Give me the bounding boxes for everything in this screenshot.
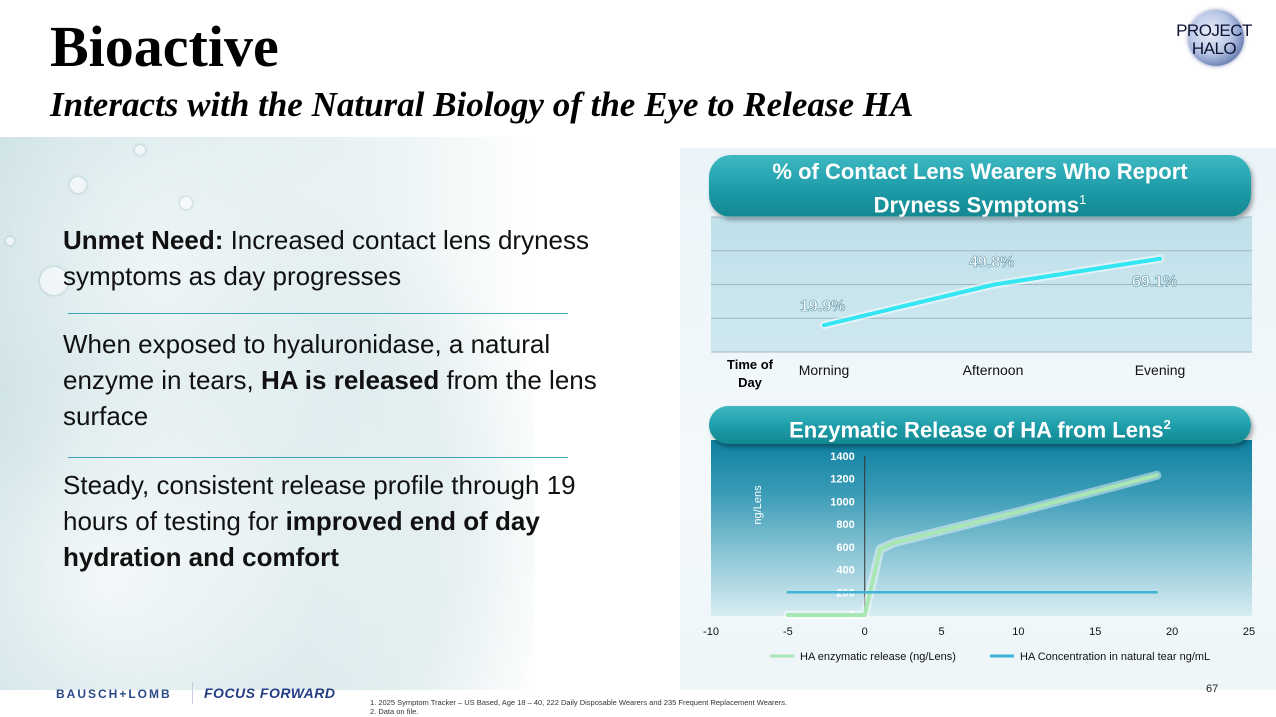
x-tick-label: 25 bbox=[1243, 626, 1255, 638]
divider bbox=[68, 313, 568, 314]
bubble-icon bbox=[135, 145, 145, 155]
legend-label: HA Concentration in natural tear ng/mL bbox=[1020, 651, 1210, 663]
dryness-header-line-2: Dryness Symptoms bbox=[873, 192, 1080, 218]
data-label: 69.1% bbox=[1132, 274, 1177, 291]
y-tick-label: 1000 bbox=[830, 496, 854, 508]
series-line bbox=[785, 473, 1159, 617]
bullet-2-pre: When exposed to hyaluronidase, a natural… bbox=[63, 329, 551, 395]
brand-separator bbox=[192, 682, 193, 704]
bubble-icon bbox=[180, 197, 192, 209]
ha-release-chart-header: Enzymatic Release of HA from Lens2 bbox=[709, 406, 1251, 444]
page-number: 67 bbox=[1206, 683, 1219, 695]
x-tick-label: Afternoon bbox=[963, 362, 1024, 378]
footnote-1: 1. 2025 Symptom Tracker – US Based, Age … bbox=[370, 698, 788, 707]
x-axis-label-line-2: Day bbox=[738, 375, 763, 390]
x-tick-label: -10 bbox=[703, 626, 719, 638]
y-tick-label: 800 bbox=[836, 519, 854, 531]
data-label: 49.8% bbox=[969, 254, 1014, 271]
x-tick-label: 0 bbox=[862, 626, 868, 638]
slide-title: Bioactive bbox=[50, 14, 279, 79]
series-line bbox=[822, 256, 1162, 328]
x-tick-label: Evening bbox=[1135, 362, 1186, 378]
bubble-icon bbox=[70, 177, 86, 193]
bullet-1-text: Increased contact lens dryness symptoms … bbox=[63, 225, 589, 291]
logo-line-1: PROJECT bbox=[1176, 21, 1252, 40]
project-halo-logo: PROJECT HALO bbox=[1170, 10, 1258, 68]
footnote-2: 2. Data on file. bbox=[370, 707, 419, 716]
x-tick-label: Morning bbox=[799, 362, 850, 378]
ha-release-plot-area bbox=[711, 440, 1252, 616]
logo-line-2: HALO bbox=[1191, 39, 1237, 58]
bullet-unmet-need: Unmet Need: Increased contact lens dryne… bbox=[63, 222, 623, 294]
x-tick-label: 20 bbox=[1166, 626, 1178, 638]
focus-forward-logo: FOCUS FORWARD bbox=[204, 685, 336, 701]
x-tick-label: 15 bbox=[1089, 626, 1101, 638]
data-label: 19.9% bbox=[800, 298, 845, 315]
x-tick-label: 5 bbox=[939, 626, 945, 638]
bullet-1-bold: Unmet Need: bbox=[63, 225, 224, 255]
bullet-3-pre: Steady, consistent release profile throu… bbox=[63, 470, 576, 536]
x-tick-label: -5 bbox=[783, 626, 793, 638]
bullet-ha-release: When exposed to hyaluronidase, a natural… bbox=[63, 326, 623, 434]
dryness-header-line-1: % of Contact Lens Wearers Who Report bbox=[772, 159, 1188, 184]
bullet-release-profile: Steady, consistent release profile throu… bbox=[63, 467, 623, 575]
slide-subtitle: Interacts with the Natural Biology of th… bbox=[50, 85, 914, 124]
bullet-2-bold: HA is released bbox=[260, 365, 440, 395]
x-tick-label: 10 bbox=[1012, 626, 1024, 638]
x-axis-label-line-1: Time of bbox=[727, 357, 774, 372]
y-tick-label: 1200 bbox=[830, 474, 854, 486]
y-tick-label: 600 bbox=[836, 542, 854, 554]
dryness-chart-header: % of Contact Lens Wearers Who Report Dry… bbox=[709, 155, 1251, 217]
ha-header-text: Enzymatic Release of HA from Lens bbox=[789, 417, 1164, 443]
bubble-icon bbox=[6, 237, 14, 245]
divider bbox=[68, 457, 568, 458]
bullet-2-post: from the lens surface bbox=[63, 365, 597, 431]
legend-label: HA enzymatic release (ng/Lens) bbox=[800, 651, 956, 663]
footnotes: 1. 2025 Symptom Tracker – US Based, Age … bbox=[370, 698, 787, 716]
bubble-icon bbox=[40, 267, 68, 295]
halo-ring-icon bbox=[1188, 10, 1244, 66]
dryness-header-sup: 1 bbox=[1079, 192, 1087, 207]
y-tick-label: 400 bbox=[836, 565, 854, 577]
bausch-lomb-logo: BAUSCH+LOMB bbox=[56, 687, 172, 701]
y-tick-label: 1400 bbox=[830, 451, 854, 463]
y-axis-label: ng/Lens bbox=[752, 485, 764, 525]
bullet-3-bold: improved end of day hydration and comfor… bbox=[63, 506, 540, 572]
ha-header-sup: 2 bbox=[1163, 417, 1171, 432]
background-image bbox=[0, 137, 535, 690]
